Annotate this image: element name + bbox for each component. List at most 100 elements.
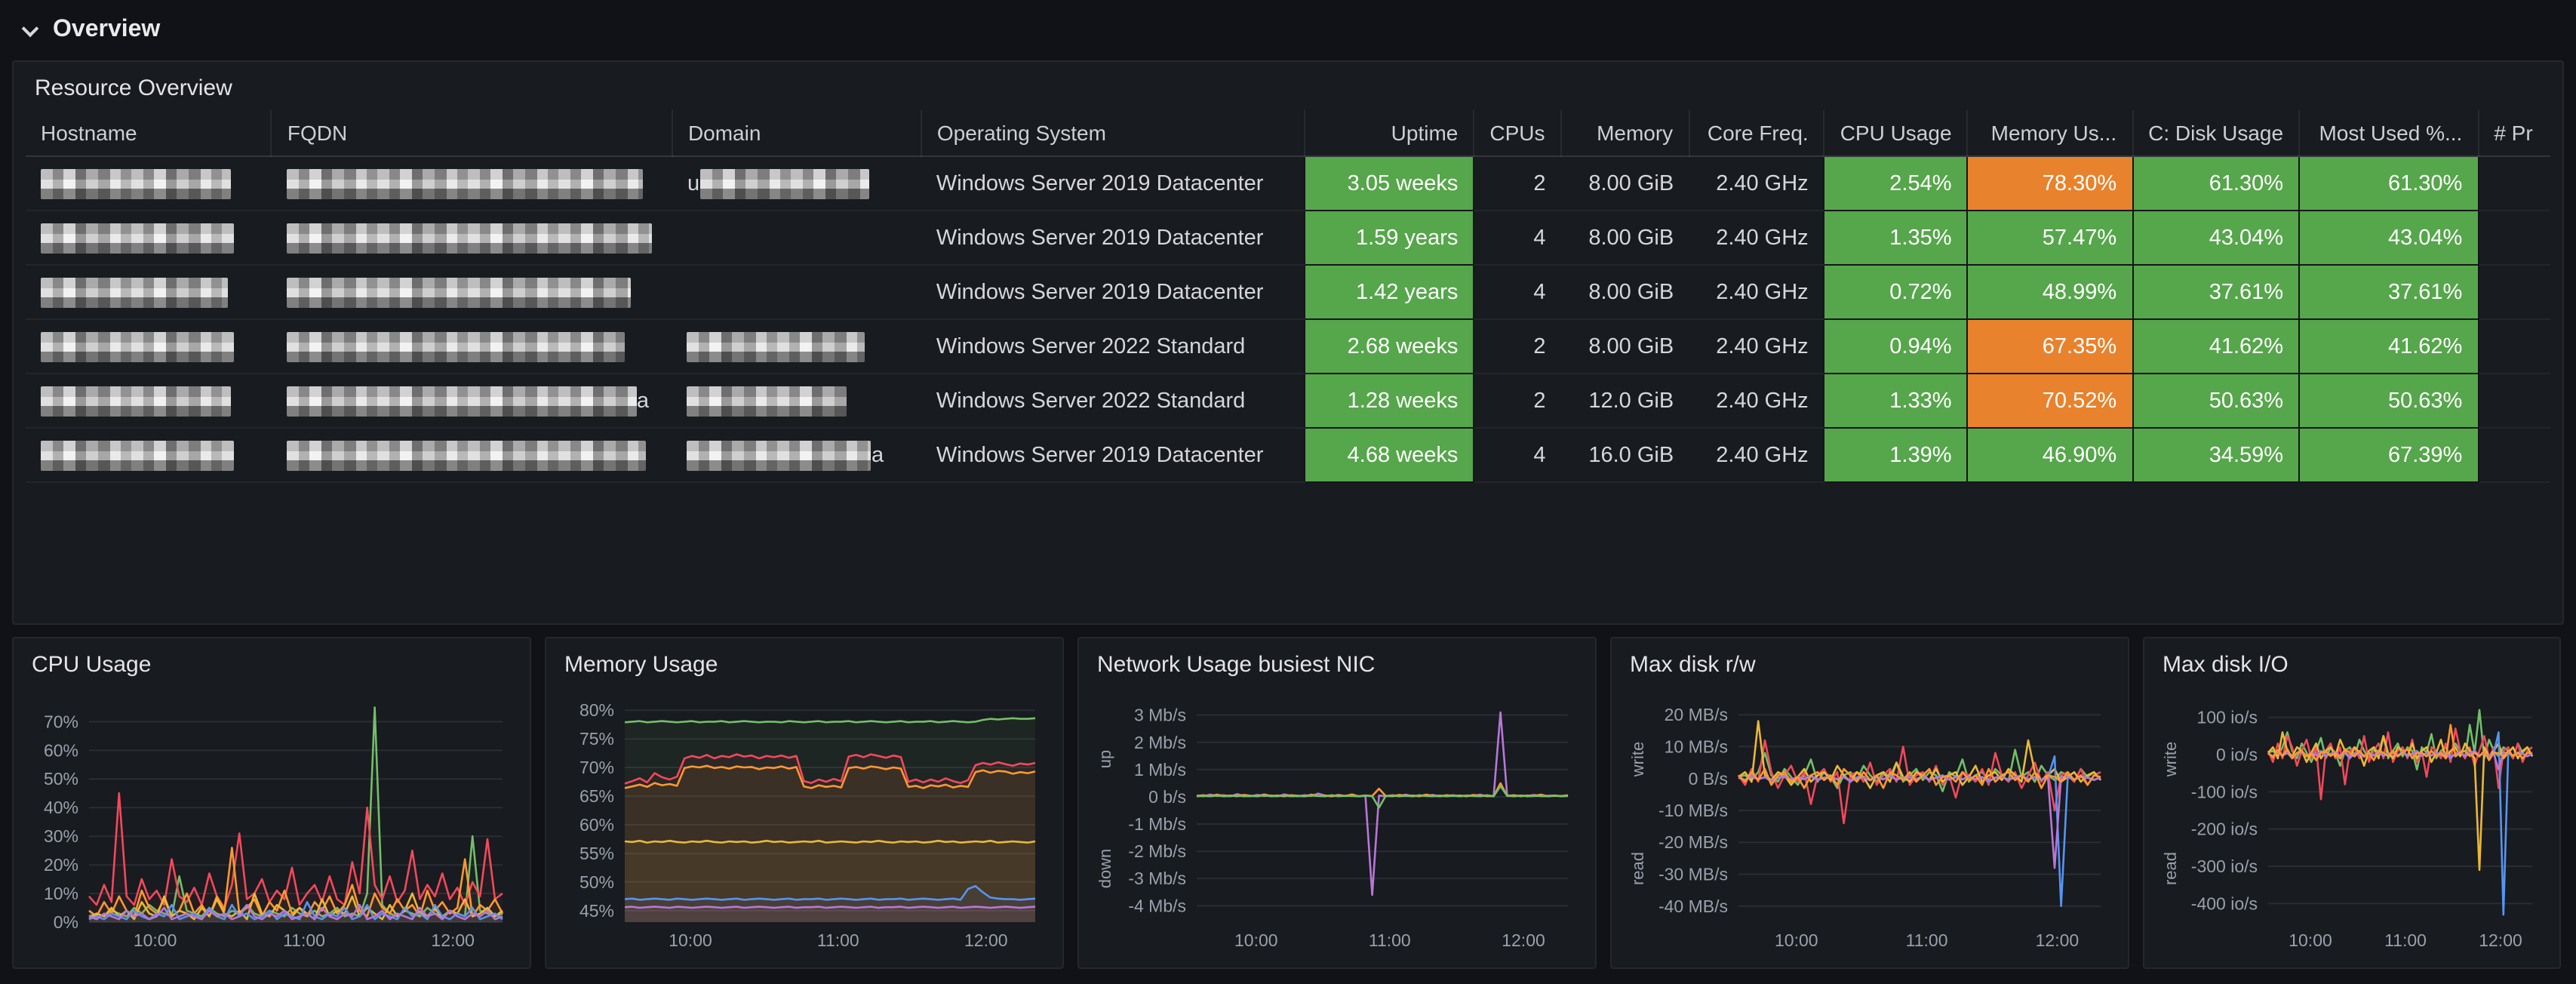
panel-title-resource-overview[interactable]: Resource Overview [35,75,232,101]
cell-fqdn [271,428,672,483]
cell-most-used: 67.39% [2298,427,2479,483]
panel-title-network-usage[interactable]: Network Usage busiest NIC [1097,652,1376,678]
svg-text:12:00: 12:00 [1502,930,1545,950]
cell-operating-system: Windows Server 2019 Datacenter [921,211,1305,266]
column-header-uptime[interactable]: Uptime [1304,110,1475,157]
column-header-cpus[interactable]: CPUs [1474,110,1562,157]
section-header-overview[interactable]: Overview [0,0,2576,60]
column-header-c-disk-usage[interactable]: C: Disk Usage [2132,110,2301,157]
cell-memory-usage: 46.90% [1966,427,2134,483]
svg-text:20%: 20% [44,855,78,875]
svg-text:down: down [1097,849,1114,889]
cell-memory: 8.00 GiB [1560,319,1689,374]
column-header-fqdn[interactable]: FQDN [271,110,673,157]
column-header-pr[interactable]: # Pr [2478,110,2550,157]
cell-memory-usage: 78.30% [1966,155,2134,211]
redacted-text [41,331,234,361]
cell-most-used: 43.04% [2298,210,2479,266]
cell-memory-usage: 48.99% [1966,264,2134,320]
cell-fqdn [271,319,672,374]
column-header-hostname[interactable]: Hostname [26,110,272,157]
table-row: a Windows Server 2022 Standard 1.28 weeks 2… [26,373,2550,429]
column-header-domain[interactable]: Domain [672,110,922,157]
cell-fqdn [271,265,672,320]
cell-cpus: 2 [1474,374,1561,429]
cell-memory: 16.0 GiB [1560,428,1689,483]
cell-disk-usage: 34.59% [2132,427,2301,483]
cell-core-freq: 2.40 GHz [1689,211,1824,266]
cell-operating-system: Windows Server 2019 Datacenter [921,428,1305,483]
svg-text:-100 io/s: -100 io/s [2191,782,2258,801]
column-header-most-used[interactable]: Most Used %... [2299,110,2479,157]
panel-network-usage: Network Usage busiest NIC 3 Mb/s 2 Mb/s 1 … [1077,637,1597,969]
redacted-text [41,277,228,307]
table-row: Windows Server 2019 Datacenter 1.42 years… [26,264,2550,320]
column-header-memory[interactable]: Memory [1560,110,1690,157]
cell-hostname [26,265,272,320]
redacted-text [286,386,637,416]
svg-text:-200 io/s: -200 io/s [2191,819,2258,839]
cell-cpus: 4 [1474,211,1561,266]
svg-text:-20 MB/s: -20 MB/s [1658,832,1728,852]
redacted-text [286,331,625,361]
svg-text:75%: 75% [579,729,614,749]
cell-memory-usage: 67.35% [1966,318,2134,374]
cell-core-freq: 2.40 GHz [1689,374,1824,429]
cell-fqdn [271,211,672,266]
column-header-core-freq[interactable]: Core Freq. [1689,110,1825,157]
redacted-text [41,168,231,198]
cell-memory: 8.00 GiB [1560,265,1689,320]
section-title: Overview [53,17,161,42]
cell-cpu-usage: 2.54% [1823,155,1969,211]
redacted-text [41,223,234,253]
column-header-cpu-usage[interactable]: CPU Usage [1824,110,1969,157]
table-header-row: Hostname FQDN Domain Operating System Uptime… [26,110,2550,157]
panel-title-cpu-usage[interactable]: CPU Usage [32,652,152,678]
panel-max-disk-io: Max disk I/O 100 io/s 0 io/s -100 io/s -200… [2143,637,2561,969]
panel-title-memory-usage[interactable]: Memory Usage [564,652,718,678]
cell-uptime: 4.68 weeks [1303,427,1475,483]
svg-text:20 MB/s: 20 MB/s [1665,705,1728,724]
cell-operating-system: Windows Server 2022 Standard [921,374,1305,429]
cell-processes [2478,374,2550,429]
max-disk-io-chart[interactable]: 100 io/s 0 io/s -100 io/s -200 io/s -300 io/… [2161,684,2544,952]
cell-domain [672,265,921,320]
svg-text:70%: 70% [44,712,78,731]
svg-text:11:00: 11:00 [1906,930,1948,950]
svg-text:50%: 50% [579,872,614,892]
redacted-text [687,386,847,416]
chevron-down-icon [21,21,39,39]
resource-table-wrap: Hostname FQDN Domain Operating System Uptime… [14,110,2562,483]
cpu-usage-chart[interactable]: 70% 60% 50% 40% 30% 20% 10% 0% 10:00 11:00 12:00 [32,684,515,952]
panel-title-max-disk-rw[interactable]: Max disk r/w [1630,652,1756,678]
svg-text:10:00: 10:00 [2289,930,2332,950]
svg-text:10:00: 10:00 [1234,930,1278,950]
svg-text:11:00: 11:00 [2384,930,2427,950]
cell-processes [2478,428,2550,483]
fqdn-visible-text: a [636,389,650,413]
svg-text:-40 MB/s: -40 MB/s [1658,896,1728,916]
cell-disk-usage: 61.30% [2132,155,2301,211]
max-disk-rw-chart[interactable]: 20 MB/s 10 MB/s 0 B/s -10 MB/s -20 MB/s -30 M… [1628,684,2113,952]
svg-text:70%: 70% [579,758,614,777]
cell-hostname [26,374,272,429]
cell-cpus: 2 [1474,156,1561,211]
cell-hostname [26,211,272,266]
cell-memory-usage: 70.52% [1966,373,2134,429]
cell-uptime: 1.28 weeks [1303,373,1475,429]
network-usage-chart[interactable]: 3 Mb/s 2 Mb/s 1 Mb/s 0 b/s -1 Mb/s -2 Mb/s -3 … [1096,684,1580,952]
cell-operating-system: Windows Server 2022 Standard [921,319,1305,374]
redacted-text [286,168,643,198]
column-header-memory-us[interactable]: Memory Us... [1967,110,2134,157]
memory-usage-chart[interactable]: 80% 75% 70% 65% 60% 55% 50% 45% 10:00 11:00 12:00 [564,684,1047,952]
cell-operating-system: Windows Server 2019 Datacenter [921,156,1305,211]
column-header-operating-system[interactable]: Operating System [921,110,1305,157]
cell-processes [2478,319,2550,374]
table-row: u Windows Server 2019 Datacenter 3.05 week… [26,155,2550,211]
panel-title-max-disk-io[interactable]: Max disk I/O [2163,652,2289,678]
cell-domain [672,319,921,374]
panel-max-disk-rw: Max disk r/w 20 MB/s 10 MB/s 0 B/s -10 MB/s… [1610,637,2129,969]
svg-text:up: up [1097,750,1114,768]
panel-cpu-usage: CPU Usage 70% 60% 50% 40% 30% 20% 10% 0% 10:00 11… [12,637,531,969]
svg-text:100 io/s: 100 io/s [2196,708,2258,727]
